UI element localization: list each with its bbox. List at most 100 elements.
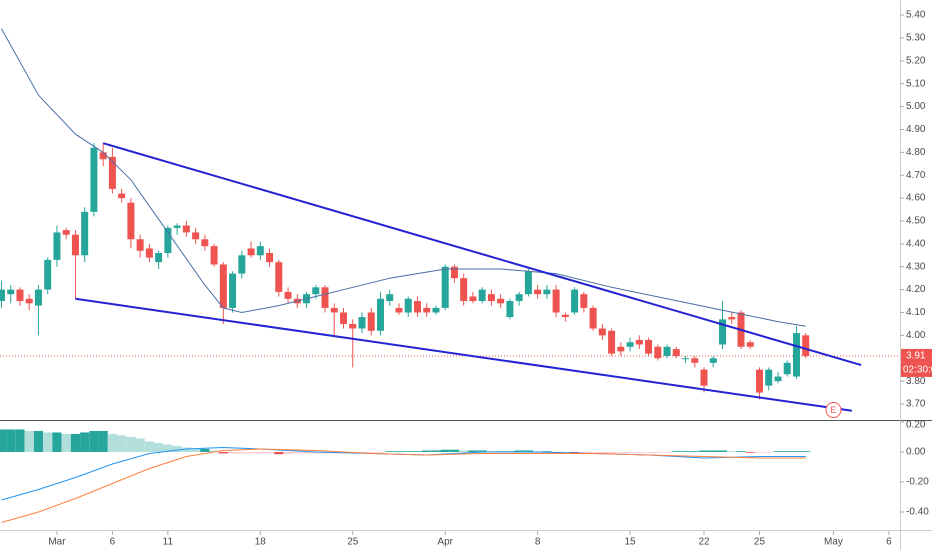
x-tick-label: 25 [754,537,766,548]
candle-body [275,262,283,292]
candle-body [700,369,708,386]
histogram-bar [606,451,617,454]
candle-body [62,230,70,235]
histogram-bar [6,429,16,452]
candle-body [229,273,237,308]
histogram-bar [690,451,700,453]
candle-body [284,291,292,299]
histogram-bar [70,433,81,452]
histogram-bar [107,433,118,452]
y-tick-label: 4.50 [906,216,926,227]
candle-body [173,225,181,228]
candle-body [321,287,329,308]
moving-average [1,28,806,327]
candle-body [719,319,727,345]
histogram-bar [754,451,765,453]
x-tick-label: 15 [625,537,637,548]
candle-body [312,287,320,295]
candle-body [432,307,440,313]
candle-body [16,289,24,302]
histogram-bar [181,447,191,452]
histogram-bar [662,451,672,453]
histogram-bar [117,435,127,452]
histogram-bar [52,432,62,452]
histogram-bar [264,451,275,454]
histogram-bar [61,433,71,452]
x-tick-label: Mar [48,537,66,548]
x-tick-label: 6 [886,537,892,548]
y-tick-label: 5.40 [906,10,926,21]
x-tick-label: 18 [255,537,267,548]
candle-body [34,289,42,306]
x-tick-label: May [824,537,843,548]
y-tick-label: 5.30 [906,33,926,44]
histogram-bar [292,451,302,454]
histogram-bar [311,451,321,454]
candle-body [672,349,680,356]
histogram-bar [671,451,681,453]
histogram-bar [274,451,284,455]
histogram-bar [801,451,811,453]
histogram-bar [579,451,589,454]
candle-body [81,211,89,256]
candle-body [90,147,98,212]
histogram-bar [422,450,432,452]
candle-body [792,333,800,377]
earnings-marker [825,402,842,418]
y-tick-label: 4.60 [906,193,926,204]
y-tick-label: 4.70 [906,170,926,181]
candle-body [423,307,431,313]
histogram-bar [375,451,386,453]
histogram-bar [246,451,256,454]
candle-body [645,339,653,354]
macd-line [1,448,806,523]
y-tick-label: 4.00 [906,330,926,341]
candle-body [44,259,52,290]
histogram-bar [643,451,654,453]
histogram-bar [616,451,626,453]
y-tick-label: 4.90 [906,124,926,135]
countdown-label: 02:30:0 [903,365,932,376]
histogram-bar [449,449,460,452]
y-tick-label: 3.70 [906,399,926,410]
histogram-bar [98,430,108,452]
candle-body [617,346,625,352]
candle-body [608,330,616,354]
histogram-bar [209,450,219,452]
candle-body [441,266,449,308]
histogram-bar [727,451,737,453]
histogram-bar [135,438,145,452]
y-tick-label: 3.80 [906,376,926,387]
earnings-label: E [830,405,836,415]
histogram-bar [43,432,53,452]
candle-body [201,239,209,247]
trend-line [102,142,862,367]
histogram-bar [459,450,469,452]
x-tick-label: 25 [347,537,359,548]
candle-body [0,289,5,302]
candle-body [534,289,542,295]
countdown-box [901,362,932,377]
histogram-bar [126,436,136,452]
candle-body [580,294,588,308]
candle-body [164,227,172,254]
histogram-bar [218,451,228,454]
histogram-bar [283,451,293,455]
histogram-bar [625,451,635,453]
candle-body [99,152,107,160]
candle-body [266,253,274,263]
histogram-bar [191,448,201,452]
candle-body [450,266,458,279]
y-tick-label: 4.20 [906,284,926,295]
y-tick-label: 0.20 [906,420,926,431]
candle-body [155,253,163,263]
histogram-bar [699,450,709,452]
candle-body [247,248,255,256]
candle-body [108,156,116,189]
candle-body [709,358,717,363]
candle-body [478,289,486,302]
candle-body [506,301,514,318]
x-tick-label: 11 [163,537,174,548]
histogram-bar [477,450,487,452]
